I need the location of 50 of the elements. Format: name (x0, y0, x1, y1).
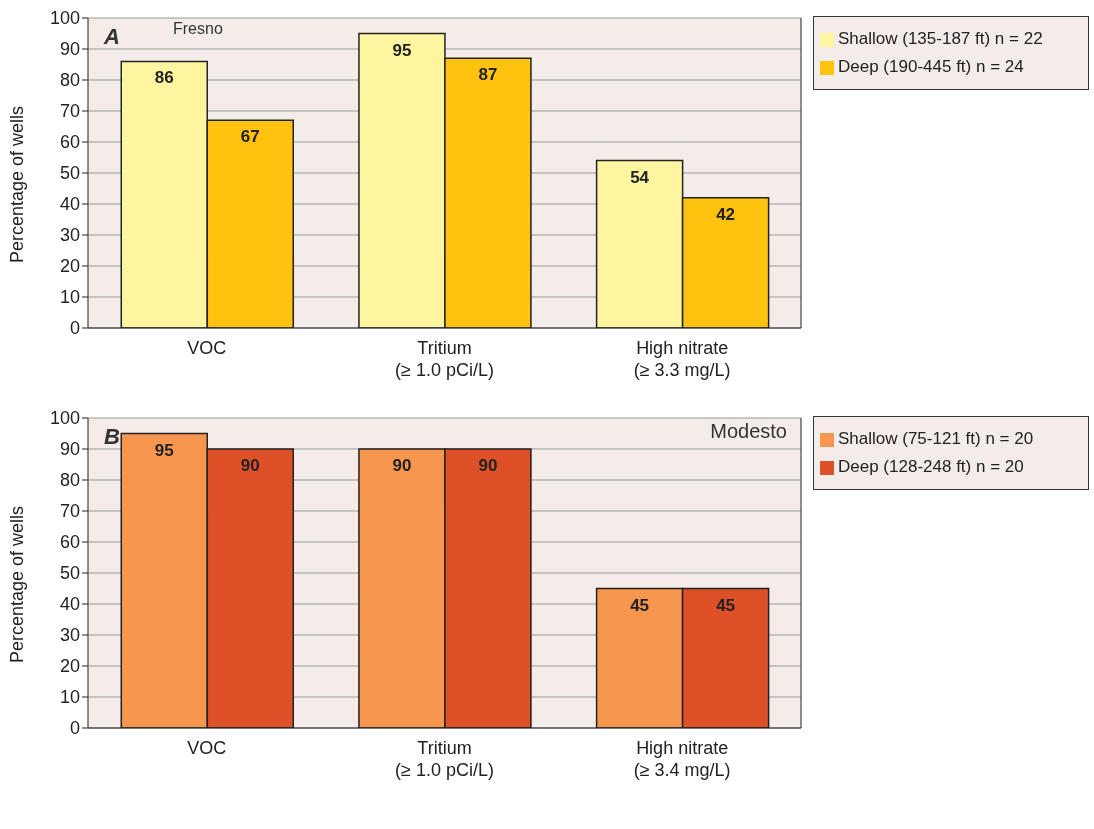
y-tick-label: 60 (59, 532, 80, 553)
data-label: 95 (154, 440, 174, 460)
y-tick-label: 40 (59, 194, 80, 215)
data-label: 86 (154, 68, 174, 88)
y-tick-label: 20 (59, 656, 80, 677)
y-tick-label: 10 (59, 287, 80, 308)
y-tick-label: 40 (59, 594, 80, 615)
y-tick-label: 90 (59, 439, 80, 460)
y-tick-label: 80 (59, 70, 80, 91)
y-tick-label: 70 (59, 501, 80, 522)
y-tick-label: 30 (59, 625, 80, 646)
data-label: 90 (478, 456, 498, 476)
y-tick-label: 50 (59, 563, 80, 584)
y-tick-label: 0 (69, 318, 80, 339)
data-label: 42 (716, 204, 736, 224)
x-tick-label: VOC (187, 738, 227, 758)
data-label: 90 (240, 456, 260, 476)
y-tick-label: 20 (59, 256, 80, 277)
x-tick-label: Tritium (≥ 1.0 pCi/L) (395, 338, 494, 380)
legend-label: Deep (128-248 ft) n = 20 (838, 457, 1024, 476)
annotation: Fresno (173, 20, 223, 38)
legend-label: Shallow (75-121 ft) n = 20 (838, 429, 1034, 448)
x-tick-label: VOC (187, 338, 227, 358)
chart-title: B (104, 424, 120, 449)
legend-label: Shallow (135-187 ft) n = 22 (838, 29, 1043, 48)
y-axis-title: Percentage of wells (7, 505, 28, 663)
x-tick-label: High nitrate (≥ 3.3 mg/L) (633, 338, 731, 380)
annotation: Modesto (710, 420, 787, 443)
y-tick-label: 100 (49, 8, 80, 29)
data-label: 45 (716, 595, 736, 615)
data-label: 95 (392, 40, 412, 60)
y-tick-label: 70 (59, 101, 80, 122)
y-tick-label: 0 (69, 718, 80, 739)
y-tick-label: 90 (59, 39, 80, 60)
chart-title: A (104, 24, 120, 49)
y-tick-label: 100 (49, 408, 80, 429)
y-tick-label: 30 (59, 225, 80, 246)
legend-label: Deep (190-445 ft) n = 24 (838, 57, 1024, 76)
y-tick-label: 10 (59, 687, 80, 708)
y-axis-title: Percentage of wells (7, 105, 28, 263)
y-tick-label: 50 (59, 163, 80, 184)
x-tick-label: High nitrate (≥ 3.4 mg/L) (633, 738, 731, 780)
data-label: 87 (478, 65, 498, 85)
data-label: 67 (240, 127, 260, 147)
data-label: 90 (392, 456, 412, 476)
data-label: 54 (630, 167, 650, 187)
x-tick-label: Tritium (≥ 1.0 pCi/L) (395, 738, 494, 780)
y-tick-label: 80 (59, 470, 80, 491)
y-tick-label: 60 (59, 132, 80, 153)
data-label: 45 (630, 595, 650, 615)
